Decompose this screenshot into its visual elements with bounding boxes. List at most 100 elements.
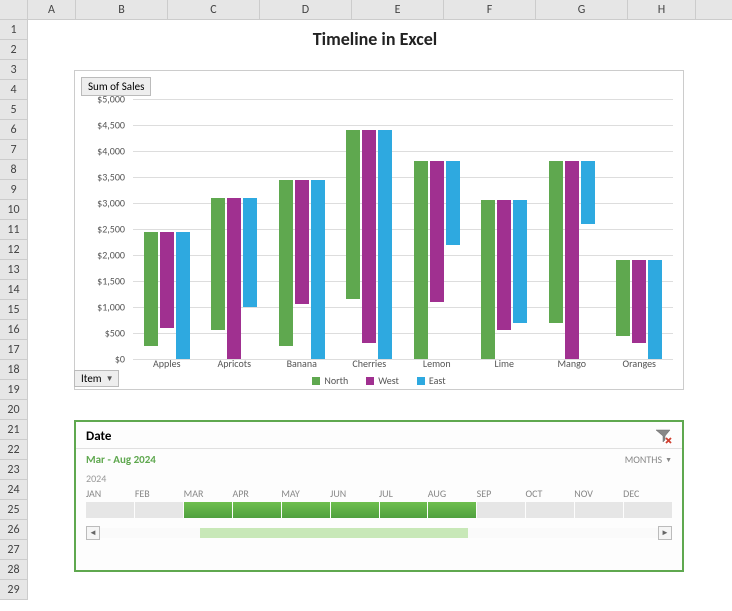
row-header[interactable]: 8 (0, 160, 28, 180)
row-header[interactable]: 21 (0, 420, 28, 440)
timeline-cell[interactable] (233, 502, 281, 518)
row-header[interactable]: 7 (0, 140, 28, 160)
bar[interactable] (211, 198, 225, 331)
timeline-month-label: MAY (281, 487, 330, 500)
scroll-left-button[interactable]: ◄ (86, 526, 100, 540)
timeline-month-label: AUG (428, 487, 477, 500)
bar[interactable] (160, 232, 174, 328)
row-header[interactable]: 29 (0, 580, 28, 600)
timeline-cell[interactable] (575, 502, 623, 518)
column-header[interactable]: B (76, 0, 168, 19)
y-tick-label: $5,000 (97, 93, 125, 106)
timeline-cell[interactable] (380, 502, 428, 518)
timeline-cell[interactable] (477, 502, 525, 518)
timeline-level-button[interactable]: MONTHS ▼ (625, 453, 672, 466)
row-header[interactable]: 16 (0, 320, 28, 340)
bar[interactable] (311, 180, 325, 359)
bar[interactable] (227, 198, 241, 359)
timeline-track[interactable] (86, 502, 672, 518)
timeline-cell[interactable] (135, 502, 183, 518)
timeline-cell[interactable] (331, 502, 379, 518)
bar[interactable] (648, 260, 662, 359)
bar[interactable] (243, 198, 257, 307)
timeline-month-label: JUN (330, 487, 379, 500)
bar[interactable] (616, 260, 630, 335)
row-header[interactable]: 23 (0, 460, 28, 480)
row-header[interactable]: 14 (0, 280, 28, 300)
column-header[interactable]: A (28, 0, 76, 19)
y-tick-label: $1,500 (97, 275, 125, 288)
column-header[interactable]: F (444, 0, 536, 19)
column-header[interactable]: C (168, 0, 260, 19)
bar[interactable] (632, 260, 646, 343)
timeline-cell[interactable] (86, 502, 134, 518)
timeline-cell[interactable] (526, 502, 574, 518)
legend-item[interactable]: East (417, 374, 446, 387)
scroll-right-button[interactable]: ► (658, 526, 672, 540)
row-header[interactable]: 13 (0, 260, 28, 280)
x-tick-label: Mango (538, 357, 606, 371)
legend-item[interactable]: West (366, 374, 399, 387)
bar[interactable] (414, 161, 428, 359)
timeline-cell[interactable] (282, 502, 330, 518)
legend-item[interactable]: North (312, 374, 348, 387)
timeline-month-label: APR (232, 487, 281, 500)
bar[interactable] (362, 130, 376, 343)
row-header[interactable]: 4 (0, 80, 28, 100)
scroll-track[interactable] (100, 528, 658, 538)
bar[interactable] (581, 161, 595, 223)
clear-filter-icon[interactable] (654, 428, 672, 444)
bar[interactable] (144, 232, 158, 346)
bar[interactable] (346, 130, 360, 299)
row-header[interactable]: 10 (0, 200, 28, 220)
scroll-thumb[interactable] (200, 528, 468, 538)
cells-area: Timeline in Excel Sum of Sales $0$500$1,… (28, 20, 732, 611)
row-header[interactable]: 20 (0, 400, 28, 420)
row-header[interactable]: 2 (0, 40, 28, 60)
column-header[interactable]: H (628, 0, 696, 19)
item-filter-button[interactable]: Item ▼ (74, 370, 119, 387)
timeline-slicer[interactable]: Date Mar - Aug 2024 MONTHS ▼ 2024 JANFEB… (74, 420, 684, 572)
row-header[interactable]: 27 (0, 540, 28, 560)
timeline-cell[interactable] (184, 502, 232, 518)
chevron-down-icon: ▼ (106, 374, 114, 384)
row-header[interactable]: 19 (0, 380, 28, 400)
select-all-corner[interactable] (0, 0, 28, 20)
bar[interactable] (430, 161, 444, 301)
timeline-scrollbar[interactable]: ◄ ► (86, 526, 672, 540)
bar[interactable] (446, 161, 460, 244)
timeline-cell[interactable] (624, 502, 672, 518)
row-header[interactable]: 9 (0, 180, 28, 200)
row-header[interactable]: 5 (0, 100, 28, 120)
bar[interactable] (565, 161, 579, 359)
bar[interactable] (295, 180, 309, 305)
row-header[interactable]: 18 (0, 360, 28, 380)
row-header[interactable]: 15 (0, 300, 28, 320)
bar[interactable] (176, 232, 190, 359)
bar[interactable] (513, 200, 527, 322)
row-header[interactable]: 1 (0, 20, 28, 40)
x-axis-labels: ApplesApricotsBananaCherriesLemonLimeMan… (133, 357, 673, 371)
bar[interactable] (549, 161, 563, 322)
row-header[interactable]: 17 (0, 340, 28, 360)
row-header[interactable]: 26 (0, 520, 28, 540)
row-header[interactable]: 12 (0, 240, 28, 260)
row-header[interactable]: 25 (0, 500, 28, 520)
column-header[interactable]: D (260, 0, 352, 19)
bar[interactable] (481, 200, 495, 359)
column-header[interactable]: E (352, 0, 444, 19)
bar[interactable] (279, 180, 293, 346)
row-header[interactable]: 28 (0, 560, 28, 580)
bar[interactable] (378, 130, 392, 359)
timeline-cell[interactable] (428, 502, 476, 518)
y-tick-label: $2,500 (97, 223, 125, 236)
y-tick-label: $1,000 (97, 301, 125, 314)
row-header[interactable]: 24 (0, 480, 28, 500)
chart-container[interactable]: Sum of Sales $0$500$1,000$1,500$2,000$2,… (74, 70, 684, 390)
row-header[interactable]: 3 (0, 60, 28, 80)
row-header[interactable]: 6 (0, 120, 28, 140)
column-header[interactable]: G (536, 0, 628, 19)
row-header[interactable]: 11 (0, 220, 28, 240)
bar[interactable] (497, 200, 511, 330)
row-header[interactable]: 22 (0, 440, 28, 460)
